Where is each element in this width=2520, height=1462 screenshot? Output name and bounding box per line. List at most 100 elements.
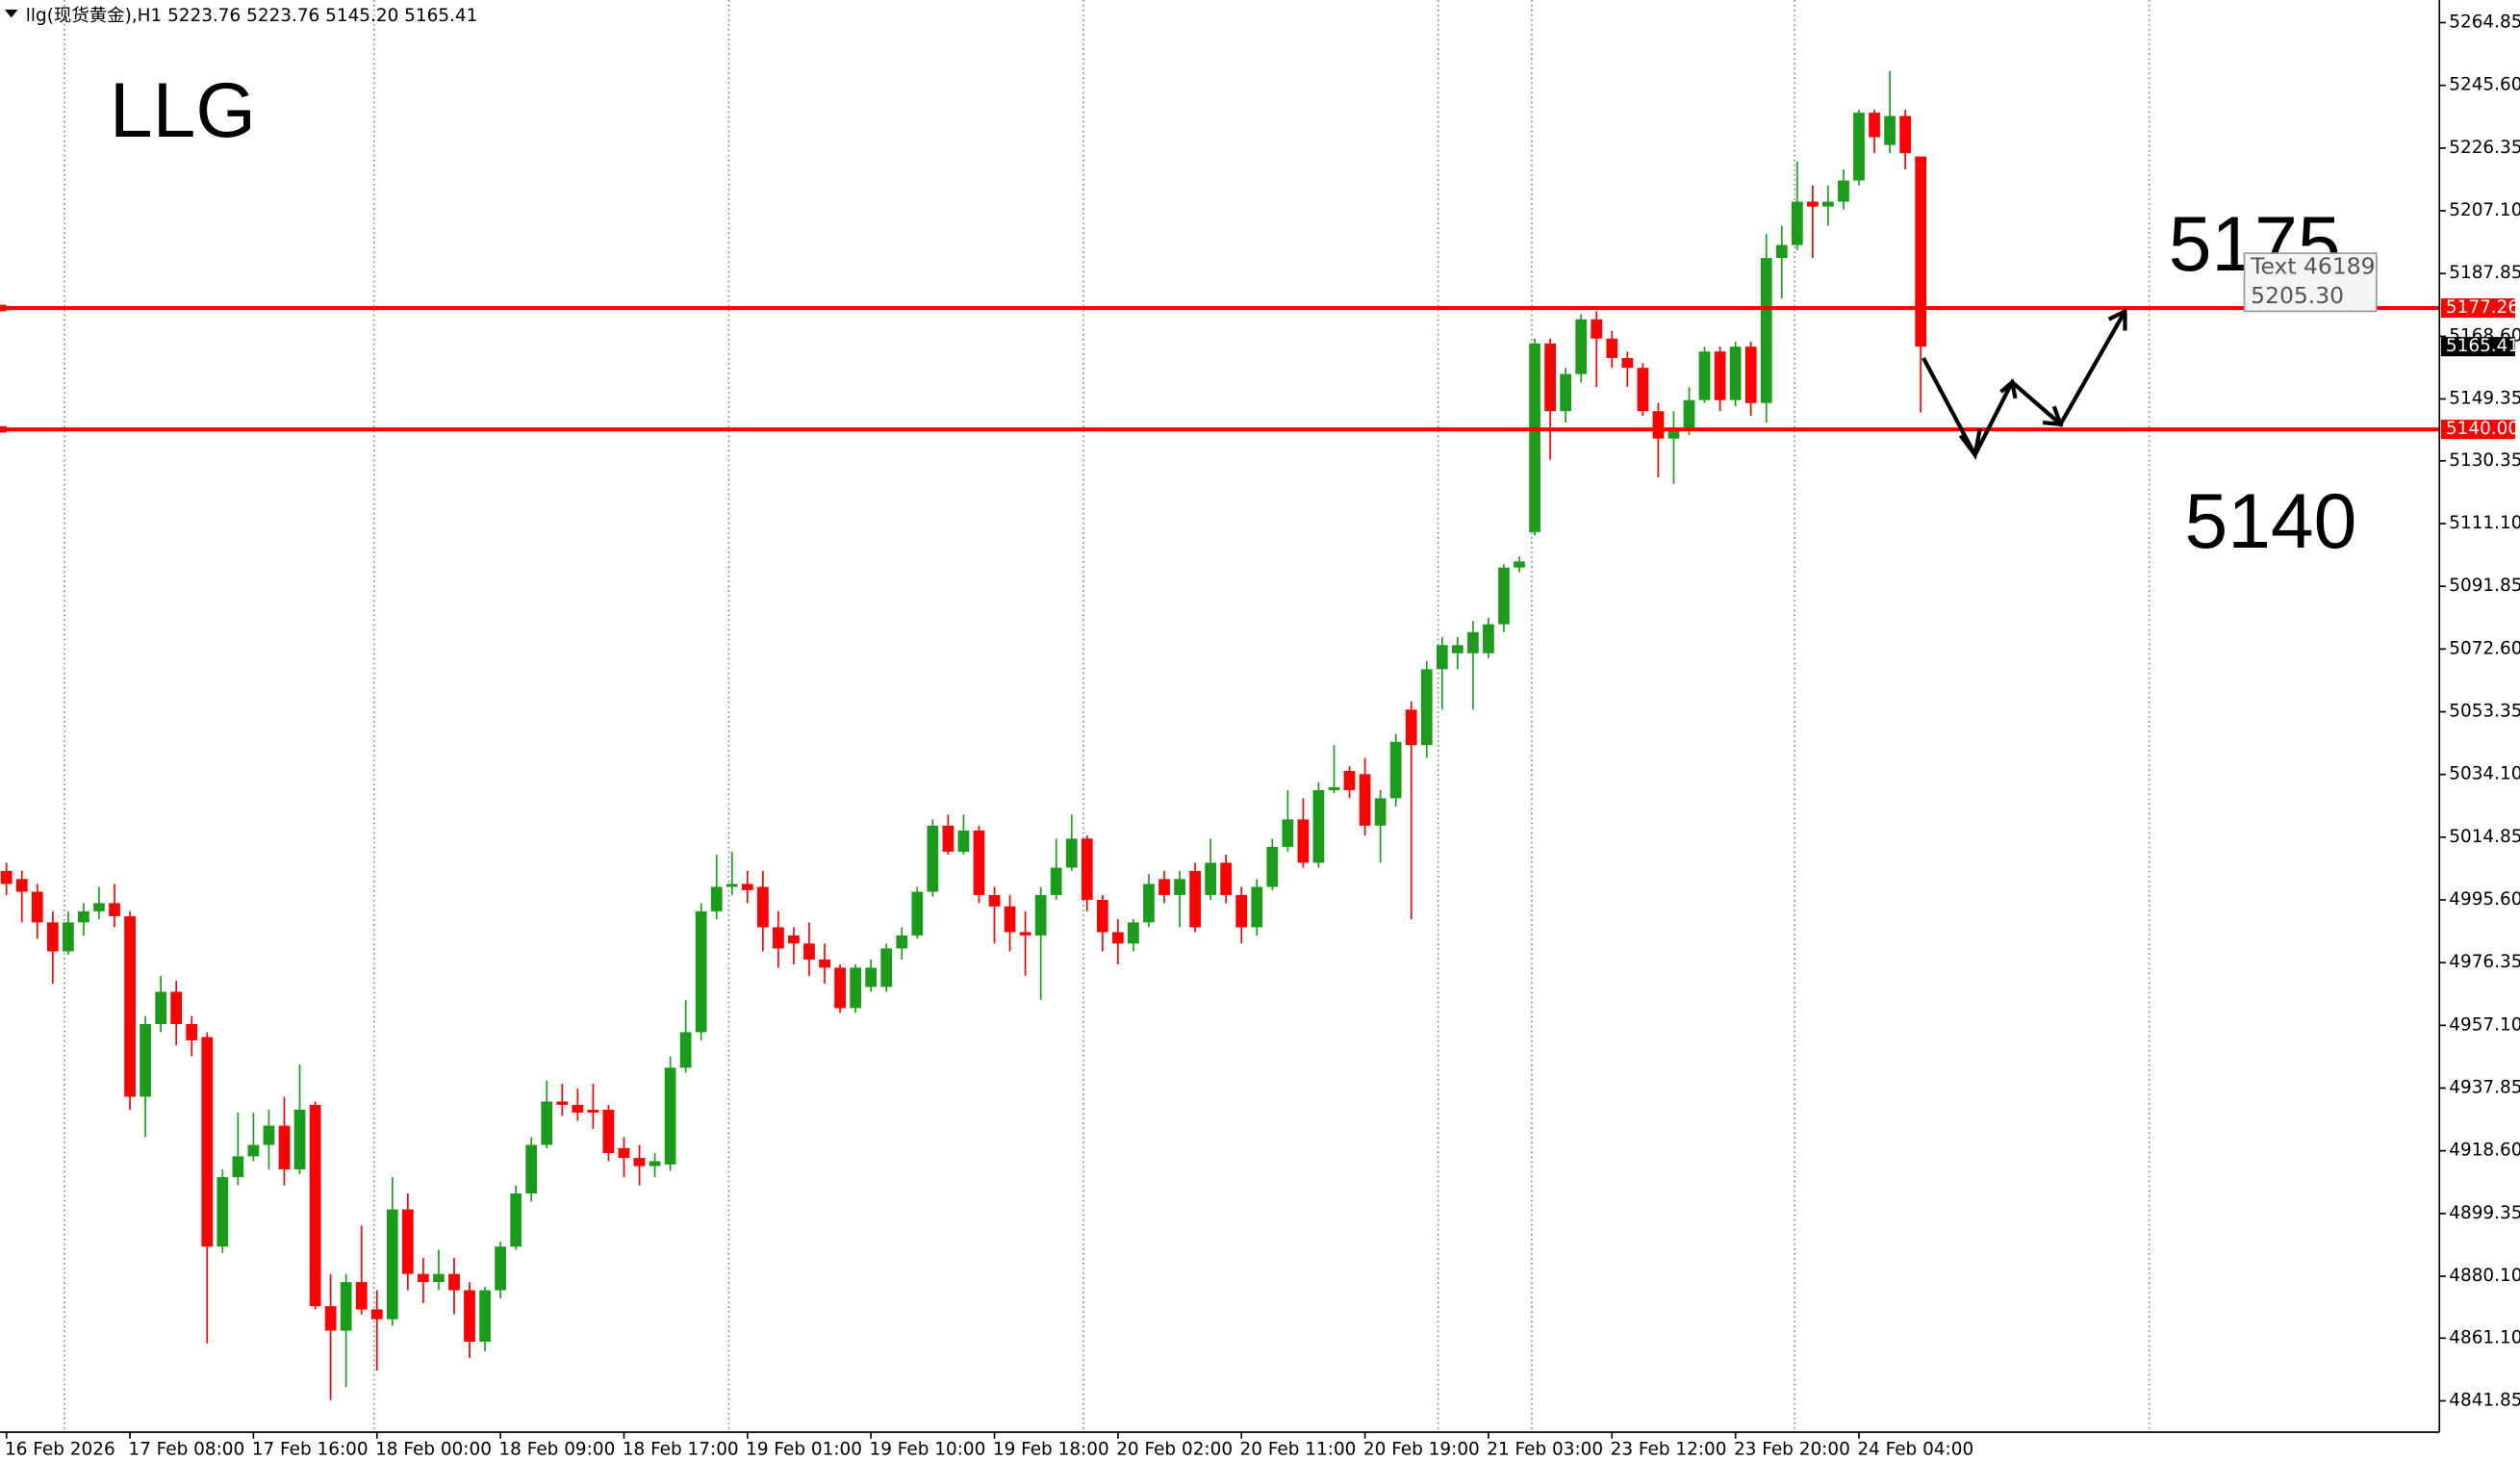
candle-body — [448, 1273, 460, 1291]
candle-body — [1667, 427, 1680, 439]
y-tick-label: 4880.10 — [2449, 1266, 2520, 1286]
candle-body — [1389, 741, 1402, 799]
y-tick-label: 5111.10 — [2449, 513, 2520, 533]
candle-body — [263, 1125, 275, 1145]
x-tick-label: 19 Feb 18:00 — [993, 1439, 1109, 1459]
y-tick-label: 4918.60 — [2449, 1141, 2520, 1161]
candle-body — [1621, 358, 1634, 369]
candle-body — [1869, 113, 1880, 138]
candle-body — [572, 1104, 584, 1114]
candle-body — [1312, 789, 1325, 863]
y-tick-label: 5091.85 — [2449, 576, 2520, 596]
candle-body — [1128, 922, 1139, 944]
candle-body — [1683, 399, 1695, 428]
candle-body — [510, 1193, 522, 1247]
level-label: 5177.26 — [2446, 297, 2519, 318]
candle-body — [1050, 867, 1062, 895]
candle-body — [78, 911, 89, 923]
menu-icon[interactable] — [5, 10, 18, 18]
candle-body — [911, 891, 924, 936]
candle-body — [1174, 879, 1185, 895]
candle-body — [1529, 343, 1540, 532]
candle-body — [386, 1209, 398, 1320]
y-tick-label: 4899.35 — [2449, 1203, 2520, 1223]
candle-body — [1544, 343, 1556, 412]
candle-body — [1575, 319, 1588, 374]
candle-body — [418, 1273, 429, 1283]
candle-body — [1065, 838, 1078, 868]
candle-body — [15, 879, 28, 892]
y-tick-label: 5264.85 — [2449, 13, 2520, 33]
x-tick-label: 20 Feb 19:00 — [1363, 1439, 1480, 1459]
candle-body — [1560, 373, 1572, 412]
candle-body — [957, 830, 970, 852]
x-tick-label: 21 Feb 03:00 — [1487, 1439, 1603, 1459]
candle-body — [1775, 244, 1788, 259]
candle-body — [1451, 645, 1464, 654]
x-tick-label: 20 Feb 02:00 — [1116, 1439, 1233, 1459]
y-tick-label: 4841.85 — [2449, 1390, 2520, 1410]
candle-body — [741, 884, 753, 890]
y-tick-label: 5149.35 — [2449, 389, 2520, 409]
x-tick-label: 16 Feb 2026 — [5, 1439, 115, 1459]
annotation: 5140 — [2184, 478, 2356, 565]
header: llg(现货黄金),H1 5223.76 5223.76 5145.20 516… — [26, 6, 478, 26]
candle-body — [695, 911, 707, 1033]
candle-body — [140, 1023, 151, 1097]
candle-body — [1297, 819, 1310, 863]
candle-body — [232, 1156, 244, 1178]
candle-body — [756, 886, 769, 928]
candle-body — [216, 1177, 229, 1247]
candle-body — [1081, 838, 1093, 900]
x-tick-label: 18 Feb 00:00 — [375, 1439, 492, 1459]
candle-body — [1899, 115, 1911, 154]
candle-body — [433, 1273, 445, 1283]
candle-body — [464, 1290, 475, 1343]
annotation: LLG — [110, 67, 256, 154]
candle-body — [725, 884, 738, 887]
x-tick-label: 17 Feb 16:00 — [252, 1439, 369, 1459]
y-tick-label: 4861.10 — [2449, 1327, 2520, 1347]
y-tick-label: 5226.35 — [2449, 138, 2520, 158]
candle-body — [803, 943, 815, 960]
tooltip: Text 46189 5205.30 — [2243, 252, 2378, 313]
candle-body — [278, 1125, 291, 1169]
candle-body — [664, 1067, 676, 1165]
y-tick-label: 5207.10 — [2449, 200, 2520, 220]
candle-body — [63, 922, 74, 952]
candle-body — [710, 886, 723, 911]
candle-body — [679, 1032, 692, 1068]
candle-body — [495, 1246, 506, 1291]
tooltip-text: Text 46189 — [2250, 253, 2375, 280]
candle-body — [1467, 631, 1479, 654]
level-handle — [0, 304, 7, 312]
y-tick-label: 4995.60 — [2449, 889, 2520, 910]
candle-body — [401, 1209, 414, 1274]
candle-body — [1822, 201, 1834, 207]
candle-body — [479, 1290, 491, 1343]
y-tick-label: 4976.35 — [2449, 952, 2520, 972]
candle-body — [1498, 567, 1510, 625]
candle-body — [355, 1282, 368, 1310]
arrowhead — [1958, 428, 1982, 460]
candle-body — [1205, 862, 1217, 895]
candle-body — [865, 967, 878, 987]
candle-body — [1806, 201, 1819, 207]
y-tick-label: 5034.10 — [2449, 764, 2520, 784]
candle-body — [1698, 351, 1711, 400]
candle-body — [46, 922, 59, 952]
candle-body — [1158, 879, 1170, 895]
candle-body — [1637, 368, 1649, 412]
candle-body — [1436, 645, 1448, 670]
y-tick-label: 5014.85 — [2449, 827, 2520, 847]
candle-body — [1220, 862, 1233, 895]
level-label-box — [2440, 297, 2515, 319]
candle-body — [1343, 770, 1356, 790]
last-price-label: 5165.41 — [2446, 336, 2519, 356]
candle-body — [556, 1101, 569, 1105]
candle-body — [896, 935, 908, 949]
candle-body — [1884, 115, 1896, 145]
candle-body — [0, 870, 13, 885]
candle-body — [324, 1306, 337, 1331]
